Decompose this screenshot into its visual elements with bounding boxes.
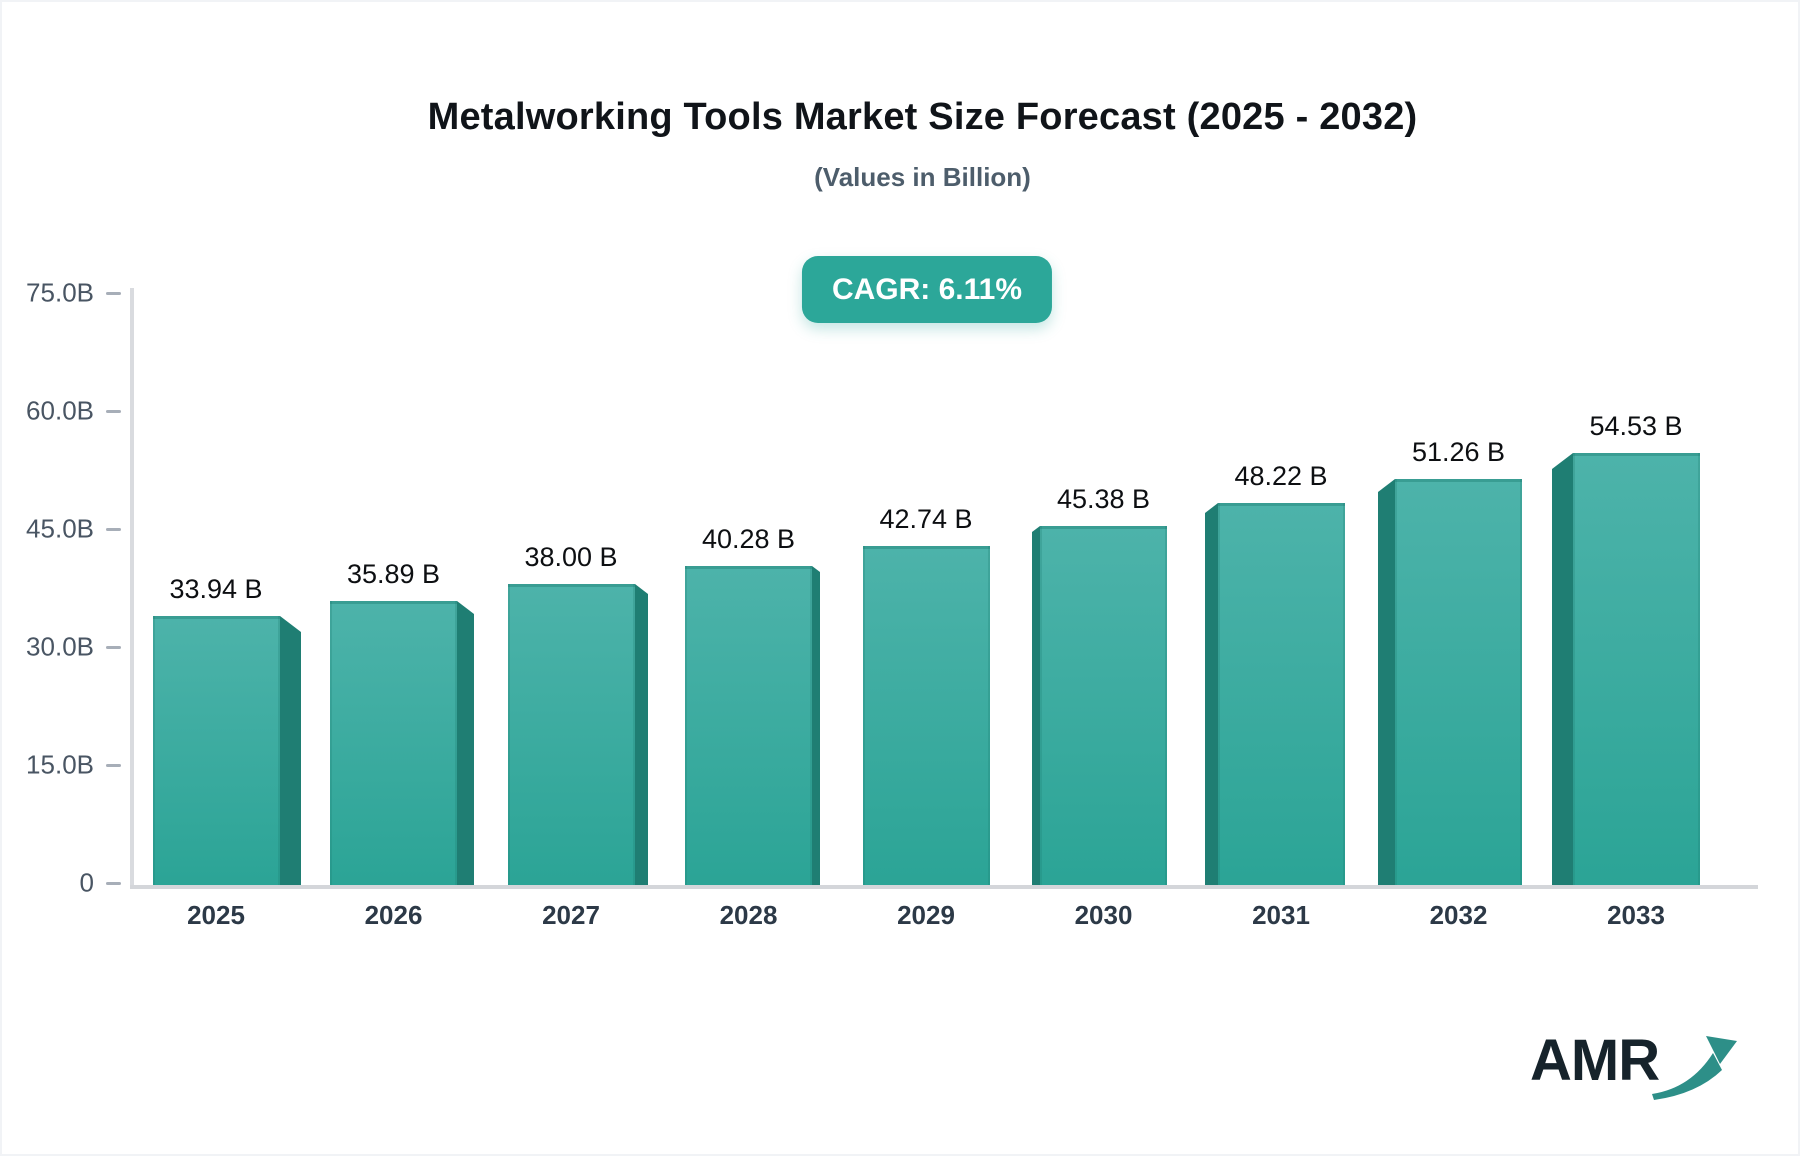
bar-value-label: 54.53 B xyxy=(1589,411,1683,441)
bar-value-label: 38.00 B xyxy=(524,542,618,572)
bar-2030 xyxy=(1040,526,1167,885)
bar-side-2026 xyxy=(457,601,474,885)
x-tick-label: 2032 xyxy=(1429,900,1488,930)
bar-value-label: 42.74 B xyxy=(879,504,973,534)
bar-side-2028 xyxy=(812,566,820,885)
amr-logo-text: AMR xyxy=(1530,1028,1660,1093)
x-axis-baseline xyxy=(130,885,1758,889)
bar-2029 xyxy=(863,546,990,885)
y-tick-mark xyxy=(106,764,121,767)
bar-value-label: 35.89 B xyxy=(346,559,441,589)
y-tick-mark xyxy=(106,646,121,649)
y-tick-label: 15.0B xyxy=(26,749,94,780)
amr-logo: AMR xyxy=(1530,1032,1741,1108)
bar-2025 xyxy=(153,616,280,885)
bar-side-2027 xyxy=(635,584,648,885)
bar-side-2031 xyxy=(1205,503,1218,885)
x-tick-label: 2027 xyxy=(542,900,600,930)
x-tick-label: 2030 xyxy=(1074,900,1133,930)
y-tick-mark xyxy=(106,528,121,531)
bar-2026 xyxy=(330,601,457,885)
growth-arrow-icon xyxy=(1652,1036,1738,1100)
bar-side-2033 xyxy=(1552,453,1573,885)
bar-value-label: 48.22 B xyxy=(1234,461,1328,491)
cagr-badge: CAGR: 6.11% xyxy=(801,256,1053,323)
bar-2031 xyxy=(1218,503,1345,885)
bar-2027 xyxy=(508,584,635,885)
x-tick-label: 2031 xyxy=(1252,900,1310,930)
y-tick-mark xyxy=(106,292,121,295)
x-tick-label: 2033 xyxy=(1607,900,1665,930)
chart-title: Metalworking Tools Market Size Forecast … xyxy=(427,96,1418,138)
y-tick-label: 30.0B xyxy=(26,631,94,662)
bar-value-label: 33.94 B xyxy=(169,574,263,604)
y-tick-label: 75.0B xyxy=(26,277,94,308)
bar-side-2030 xyxy=(1032,526,1040,885)
chart-subtitle: (Values in Billion) xyxy=(814,162,1031,192)
x-tick-label: 2026 xyxy=(364,900,423,930)
bar-value-label: 40.28 B xyxy=(701,524,796,554)
y-tick-mark xyxy=(106,410,121,413)
x-tick-label: 2025 xyxy=(187,900,245,930)
x-tick-label: 2028 xyxy=(719,900,778,930)
y-tick-label: 0 xyxy=(79,867,94,898)
bar-2028 xyxy=(685,566,812,885)
bar-value-label: 51.26 B xyxy=(1411,437,1506,467)
bar-value-label: 45.38 B xyxy=(1056,484,1151,514)
bar-2033 xyxy=(1573,453,1700,885)
x-tick-label: 2029 xyxy=(897,900,955,930)
y-tick-mark xyxy=(106,882,121,885)
bar-2032 xyxy=(1395,479,1522,885)
y-tick-label: 45.0B xyxy=(26,513,94,544)
bar-side-2032 xyxy=(1378,479,1395,885)
bar-side-2025 xyxy=(280,616,301,885)
y-axis-line xyxy=(130,288,134,887)
y-tick-label: 60.0B xyxy=(26,395,94,426)
